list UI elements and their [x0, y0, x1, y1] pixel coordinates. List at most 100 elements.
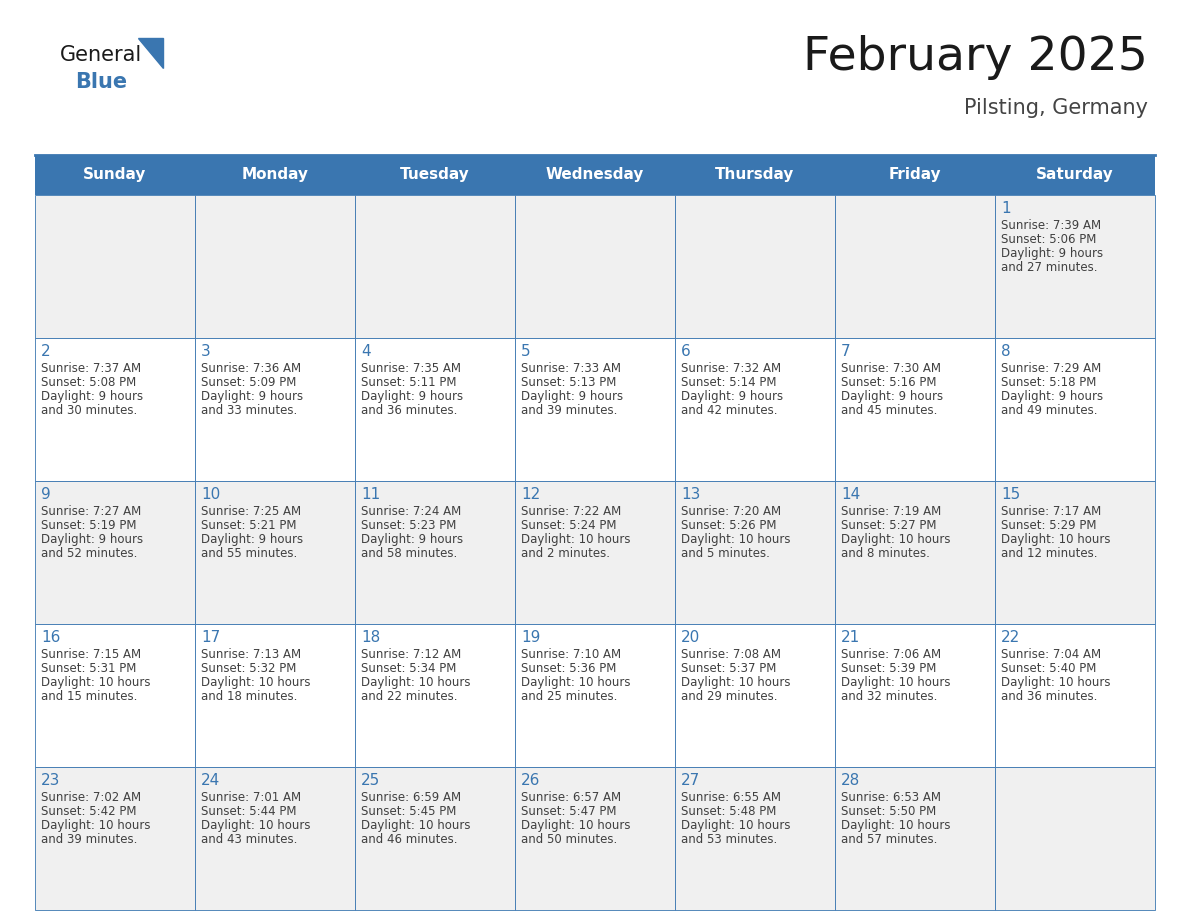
FancyBboxPatch shape [34, 624, 195, 767]
FancyBboxPatch shape [835, 481, 996, 624]
Text: and 12 minutes.: and 12 minutes. [1001, 547, 1098, 560]
Text: and 15 minutes.: and 15 minutes. [42, 690, 138, 703]
Text: Sunrise: 7:08 AM: Sunrise: 7:08 AM [681, 648, 781, 661]
Text: Sunrise: 7:29 AM: Sunrise: 7:29 AM [1001, 362, 1101, 375]
Text: Daylight: 9 hours: Daylight: 9 hours [522, 390, 624, 403]
Text: Sunset: 5:26 PM: Sunset: 5:26 PM [681, 519, 777, 532]
Text: 19: 19 [522, 630, 541, 645]
Text: Sunrise: 7:37 AM: Sunrise: 7:37 AM [42, 362, 141, 375]
Text: and 36 minutes.: and 36 minutes. [361, 404, 457, 417]
FancyBboxPatch shape [996, 481, 1155, 624]
Text: Sunrise: 7:30 AM: Sunrise: 7:30 AM [841, 362, 941, 375]
FancyBboxPatch shape [996, 624, 1155, 767]
FancyBboxPatch shape [675, 338, 835, 481]
Text: 10: 10 [201, 487, 220, 502]
FancyBboxPatch shape [195, 767, 355, 910]
Text: Daylight: 10 hours: Daylight: 10 hours [42, 676, 151, 689]
FancyBboxPatch shape [355, 338, 516, 481]
FancyBboxPatch shape [675, 481, 835, 624]
Text: Sunrise: 7:20 AM: Sunrise: 7:20 AM [681, 505, 782, 518]
Text: 21: 21 [841, 630, 860, 645]
Text: Thursday: Thursday [715, 167, 795, 183]
FancyBboxPatch shape [996, 155, 1155, 195]
Text: 1: 1 [1001, 201, 1011, 216]
Text: Sunrise: 7:13 AM: Sunrise: 7:13 AM [201, 648, 301, 661]
Text: 24: 24 [201, 773, 220, 788]
Text: Sunset: 5:39 PM: Sunset: 5:39 PM [841, 662, 936, 675]
FancyBboxPatch shape [195, 624, 355, 767]
Text: Sunrise: 7:01 AM: Sunrise: 7:01 AM [201, 791, 301, 804]
Text: 27: 27 [681, 773, 700, 788]
Text: Daylight: 9 hours: Daylight: 9 hours [361, 533, 463, 546]
Text: Daylight: 9 hours: Daylight: 9 hours [1001, 247, 1104, 260]
Text: Sunrise: 7:39 AM: Sunrise: 7:39 AM [1001, 219, 1101, 232]
Text: Daylight: 10 hours: Daylight: 10 hours [522, 533, 631, 546]
Text: Sunset: 5:32 PM: Sunset: 5:32 PM [201, 662, 296, 675]
Text: Daylight: 9 hours: Daylight: 9 hours [42, 390, 143, 403]
Text: Sunrise: 7:35 AM: Sunrise: 7:35 AM [361, 362, 461, 375]
Text: Sunset: 5:29 PM: Sunset: 5:29 PM [1001, 519, 1097, 532]
FancyBboxPatch shape [835, 155, 996, 195]
Text: Blue: Blue [75, 72, 127, 92]
Text: and 45 minutes.: and 45 minutes. [841, 404, 937, 417]
FancyBboxPatch shape [675, 155, 835, 195]
Text: Sunset: 5:44 PM: Sunset: 5:44 PM [201, 805, 297, 818]
FancyBboxPatch shape [516, 481, 675, 624]
Text: Sunset: 5:34 PM: Sunset: 5:34 PM [361, 662, 456, 675]
Text: Daylight: 10 hours: Daylight: 10 hours [841, 676, 950, 689]
Text: Sunset: 5:08 PM: Sunset: 5:08 PM [42, 376, 137, 389]
FancyBboxPatch shape [835, 767, 996, 910]
Text: and 33 minutes.: and 33 minutes. [201, 404, 297, 417]
FancyBboxPatch shape [355, 767, 516, 910]
Text: Saturday: Saturday [1036, 167, 1114, 183]
Text: Daylight: 10 hours: Daylight: 10 hours [681, 676, 790, 689]
Text: Daylight: 10 hours: Daylight: 10 hours [522, 676, 631, 689]
FancyBboxPatch shape [996, 338, 1155, 481]
Text: Sunset: 5:19 PM: Sunset: 5:19 PM [42, 519, 137, 532]
FancyBboxPatch shape [34, 767, 195, 910]
Text: Daylight: 10 hours: Daylight: 10 hours [681, 819, 790, 832]
Text: Daylight: 10 hours: Daylight: 10 hours [1001, 533, 1111, 546]
Text: Daylight: 10 hours: Daylight: 10 hours [681, 533, 790, 546]
Text: Sunset: 5:42 PM: Sunset: 5:42 PM [42, 805, 137, 818]
Text: and 42 minutes.: and 42 minutes. [681, 404, 777, 417]
FancyBboxPatch shape [516, 767, 675, 910]
Text: and 50 minutes.: and 50 minutes. [522, 833, 618, 846]
Text: Daylight: 10 hours: Daylight: 10 hours [1001, 676, 1111, 689]
Text: Daylight: 10 hours: Daylight: 10 hours [201, 676, 310, 689]
Text: Sunset: 5:06 PM: Sunset: 5:06 PM [1001, 233, 1097, 246]
Text: 26: 26 [522, 773, 541, 788]
Text: Sunrise: 7:32 AM: Sunrise: 7:32 AM [681, 362, 782, 375]
Text: Sunrise: 7:24 AM: Sunrise: 7:24 AM [361, 505, 461, 518]
Text: Daylight: 9 hours: Daylight: 9 hours [201, 390, 303, 403]
Text: and 22 minutes.: and 22 minutes. [361, 690, 457, 703]
Text: and 30 minutes.: and 30 minutes. [42, 404, 138, 417]
Text: Sunset: 5:37 PM: Sunset: 5:37 PM [681, 662, 777, 675]
Text: and 39 minutes.: and 39 minutes. [522, 404, 618, 417]
Text: Daylight: 10 hours: Daylight: 10 hours [841, 819, 950, 832]
Polygon shape [138, 38, 163, 68]
Text: Sunset: 5:27 PM: Sunset: 5:27 PM [841, 519, 936, 532]
FancyBboxPatch shape [355, 155, 516, 195]
FancyBboxPatch shape [835, 338, 996, 481]
Text: Sunrise: 7:22 AM: Sunrise: 7:22 AM [522, 505, 621, 518]
Text: Sunset: 5:14 PM: Sunset: 5:14 PM [681, 376, 777, 389]
Text: 20: 20 [681, 630, 700, 645]
FancyBboxPatch shape [34, 481, 195, 624]
Text: 22: 22 [1001, 630, 1020, 645]
Text: 4: 4 [361, 344, 371, 359]
Text: Sunrise: 7:33 AM: Sunrise: 7:33 AM [522, 362, 621, 375]
FancyBboxPatch shape [34, 155, 195, 195]
FancyBboxPatch shape [516, 195, 675, 338]
FancyBboxPatch shape [34, 195, 195, 338]
Text: and 32 minutes.: and 32 minutes. [841, 690, 937, 703]
FancyBboxPatch shape [516, 338, 675, 481]
Text: 11: 11 [361, 487, 380, 502]
Text: Friday: Friday [889, 167, 941, 183]
Text: Daylight: 10 hours: Daylight: 10 hours [522, 819, 631, 832]
Text: Pilsting, Germany: Pilsting, Germany [963, 98, 1148, 118]
Text: and 27 minutes.: and 27 minutes. [1001, 261, 1098, 274]
Text: and 25 minutes.: and 25 minutes. [522, 690, 618, 703]
Text: Sunrise: 7:02 AM: Sunrise: 7:02 AM [42, 791, 141, 804]
Text: and 18 minutes.: and 18 minutes. [201, 690, 297, 703]
